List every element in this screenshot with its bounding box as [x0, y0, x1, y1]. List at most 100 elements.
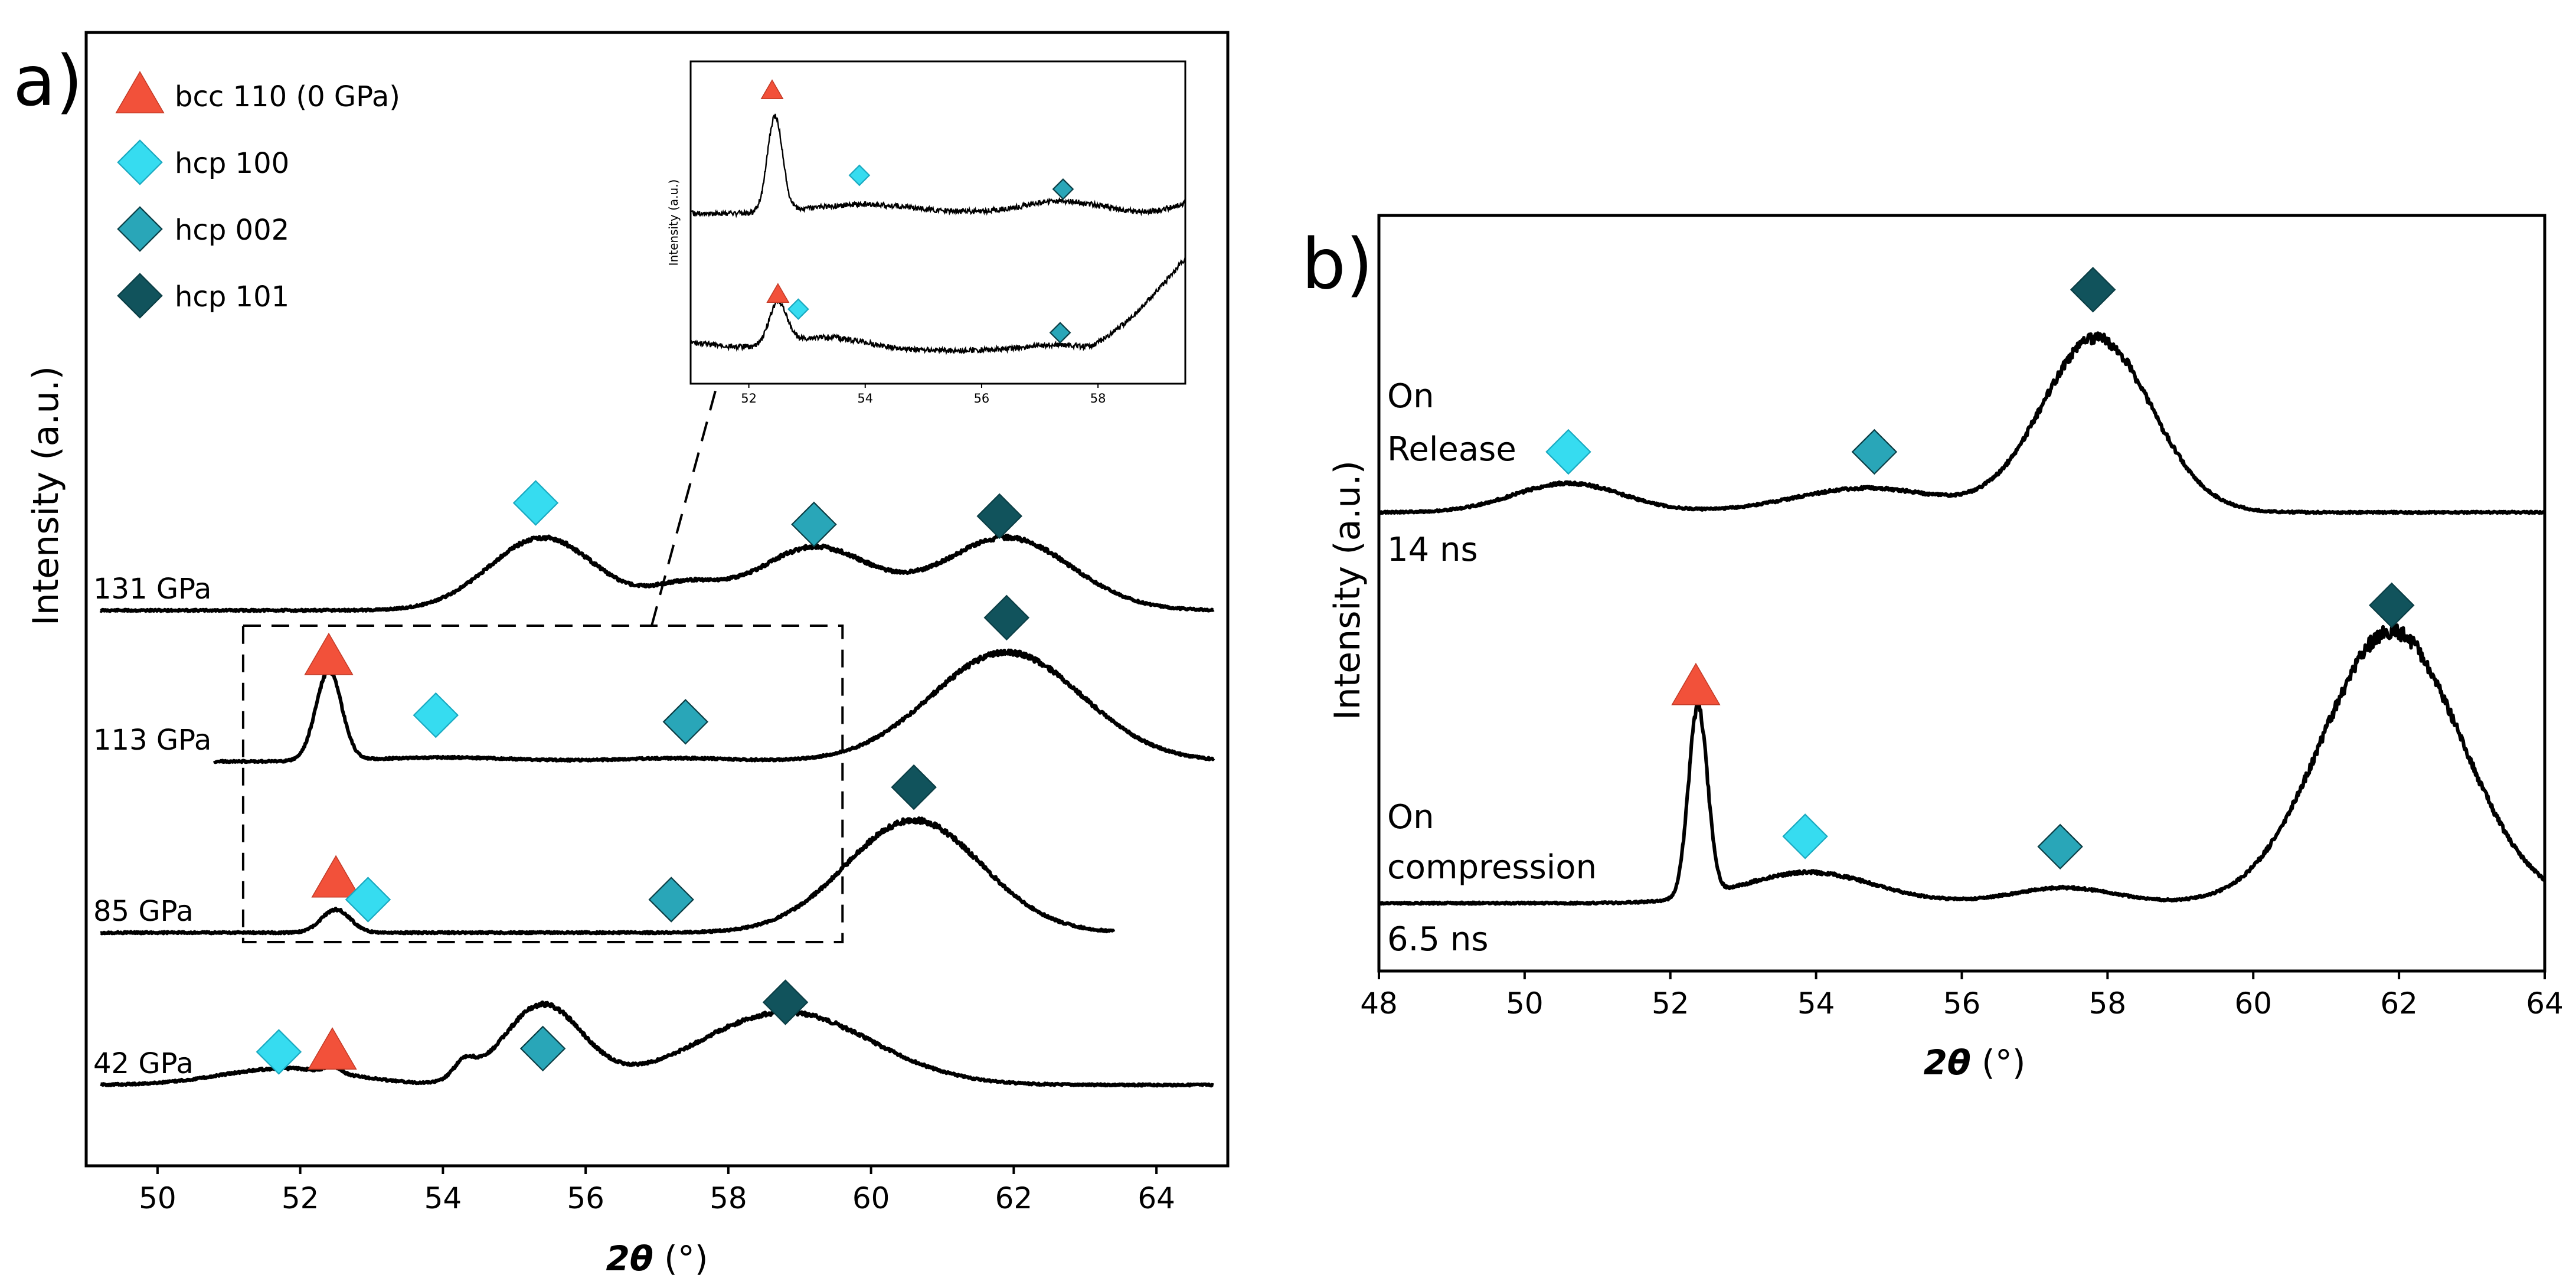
zoom-box: [241, 625, 844, 943]
panel-a-x-ticks: 50 52 54 56 58 60 62 64: [139, 1166, 1175, 1215]
series-label: 42 GPa: [93, 1047, 194, 1080]
bcc110-triangle-marker: [304, 632, 354, 675]
hcp100-diamond-marker: [1545, 429, 1591, 475]
hcp100-diamond-marker: [256, 1029, 302, 1075]
hcp002-diamond-marker: [791, 501, 837, 548]
hcp101-diamond-marker: [976, 493, 1022, 540]
light-cyan-diamond-icon: [117, 139, 163, 185]
panel-b-series-labels: On Release 14 ns On compression 6.5 ns: [1387, 377, 1597, 959]
hcp002-diamond-marker: [2037, 823, 2083, 870]
hcp100-diamond-marker: [413, 692, 459, 738]
legend-label: bcc 110 (0 GPa): [175, 80, 400, 113]
x-tick-label: 54: [424, 1181, 462, 1215]
panel-a-series-labels: 131 GPa 113 GPa 85 GPa 42 GPa: [93, 573, 211, 1080]
bcc110-triangle-marker: [308, 1027, 357, 1070]
hcp002-diamond-marker: [1049, 322, 1071, 344]
trace-line: [99, 816, 1116, 936]
x-tick-label: 62: [995, 1181, 1033, 1215]
x-tick-label: 58: [2089, 986, 2127, 1021]
trace-line: [1378, 331, 2546, 515]
series-label-line2: compression: [1387, 848, 1597, 887]
hcp002-diamond-marker: [648, 877, 694, 923]
inset-tick-label: 56: [974, 391, 990, 406]
panel-a-letter: a): [13, 40, 83, 122]
inset-markers: [760, 79, 1074, 344]
hcp100-diamond-marker: [345, 877, 391, 923]
panel-b-traces: [1377, 331, 2546, 906]
inset-frame: [689, 60, 1186, 385]
zoom-connector-line: [650, 377, 720, 626]
series-time-label: 6.5 ns: [1387, 920, 1489, 959]
inset-y-axis-label: Intensity (a.u.): [666, 179, 681, 266]
hcp100-diamond-marker: [848, 164, 871, 187]
x-tick-label: 50: [139, 1181, 176, 1215]
panel-a-y-axis-label: Intensity (a.u.): [25, 366, 67, 626]
x-tick-label: 56: [1943, 986, 1981, 1021]
inset-plot: Intensity (a.u.) 52 54 56 58: [666, 60, 1186, 406]
panel-b-x-axis-label: 2θ (°): [1924, 1042, 2026, 1083]
series-label: 85 GPa: [93, 895, 194, 928]
inset-traces: [689, 113, 1186, 355]
hcp100-diamond-marker: [787, 298, 809, 321]
x-tick-label: 64: [1137, 1181, 1175, 1215]
panel-b-markers: [1545, 267, 2415, 870]
panel-a-markers: [256, 480, 1030, 1075]
panel-a-x-axis-label: 2θ (°): [606, 1238, 708, 1279]
x-tick-label: 54: [1797, 986, 1835, 1021]
series-label: 131 GPa: [93, 573, 211, 606]
hcp101-diamond-marker: [983, 594, 1030, 641]
panel-a-legend: bcc 110 (0 GPa) hcp 100 hcp 002 hcp 101: [115, 71, 400, 319]
trace-line: [99, 534, 1215, 613]
bcc110-triangle-marker: [766, 283, 790, 303]
x-tick-label: 48: [1360, 986, 1398, 1021]
series-label-line1: On: [1387, 798, 1434, 836]
legend-label: hcp 101: [175, 280, 289, 313]
trace-line: [213, 648, 1215, 764]
x-tick-label: 64: [2526, 986, 2564, 1021]
inset-x-ticks: 52 54 56 58: [741, 384, 1106, 406]
panel-b: b) Intensity (a.u.) 2θ (°) 48 50 52 54 56 58 6…: [1302, 214, 2564, 1083]
bcc110-triangle-marker: [1671, 662, 1721, 705]
trace-line: [99, 1000, 1215, 1088]
hcp002-diamond-marker: [662, 699, 709, 745]
x-tick-label: 60: [852, 1181, 890, 1215]
hcp101-diamond-marker: [2369, 582, 2415, 629]
inset-tick-label: 52: [741, 391, 757, 406]
bcc110-triangle-marker: [311, 855, 361, 898]
hcp002-diamond-marker: [1052, 178, 1074, 200]
red-triangle-icon: [115, 71, 165, 114]
panel-b-x-ticks: 48 50 52 54 56 58 60 62 64: [1360, 971, 2564, 1021]
inset-tick-label: 58: [1090, 391, 1106, 406]
x-tick-label: 56: [567, 1181, 604, 1215]
x-tick-label: 52: [282, 1181, 319, 1215]
series-label-line2: Release: [1387, 430, 1516, 469]
x-tick-label: 60: [2234, 986, 2272, 1021]
dark-teal-diamond-icon: [117, 273, 163, 319]
panel-a: a) Intensity (a.u.) 2θ (°) 50 52 54 56 58 60 6…: [13, 31, 1230, 1279]
hcp101-diamond-marker: [891, 764, 937, 810]
bcc110-triangle-marker: [760, 79, 784, 99]
trace-line: [1377, 622, 2546, 906]
panel-a-frame: [84, 31, 1230, 1168]
x-tick-label: 62: [2380, 986, 2418, 1021]
series-label-line1: On: [1387, 377, 1434, 416]
legend-label: hcp 100: [175, 147, 289, 180]
panel-b-letter: b): [1302, 223, 1373, 305]
legend-label: hcp 002: [175, 214, 289, 247]
inset-tick-label: 54: [857, 391, 873, 406]
inset-trace-line: [689, 256, 1186, 355]
inset-trace-line: [690, 113, 1186, 218]
series-time-label: 14 ns: [1387, 531, 1478, 569]
hcp002-diamond-marker: [519, 1025, 566, 1072]
x-tick-label: 50: [1506, 986, 1544, 1021]
series-label: 113 GPa: [93, 724, 211, 757]
panel-b-y-axis-label: Intensity (a.u.): [1327, 460, 1368, 720]
x-tick-label: 58: [710, 1181, 747, 1215]
x-tick-label: 52: [1652, 986, 1689, 1021]
hcp100-diamond-marker: [512, 480, 559, 526]
panel-a-traces: [99, 534, 1215, 1088]
hcp101-diamond-marker: [2070, 267, 2116, 313]
teal-diamond-icon: [117, 206, 163, 252]
hcp100-diamond-marker: [1782, 813, 1828, 859]
